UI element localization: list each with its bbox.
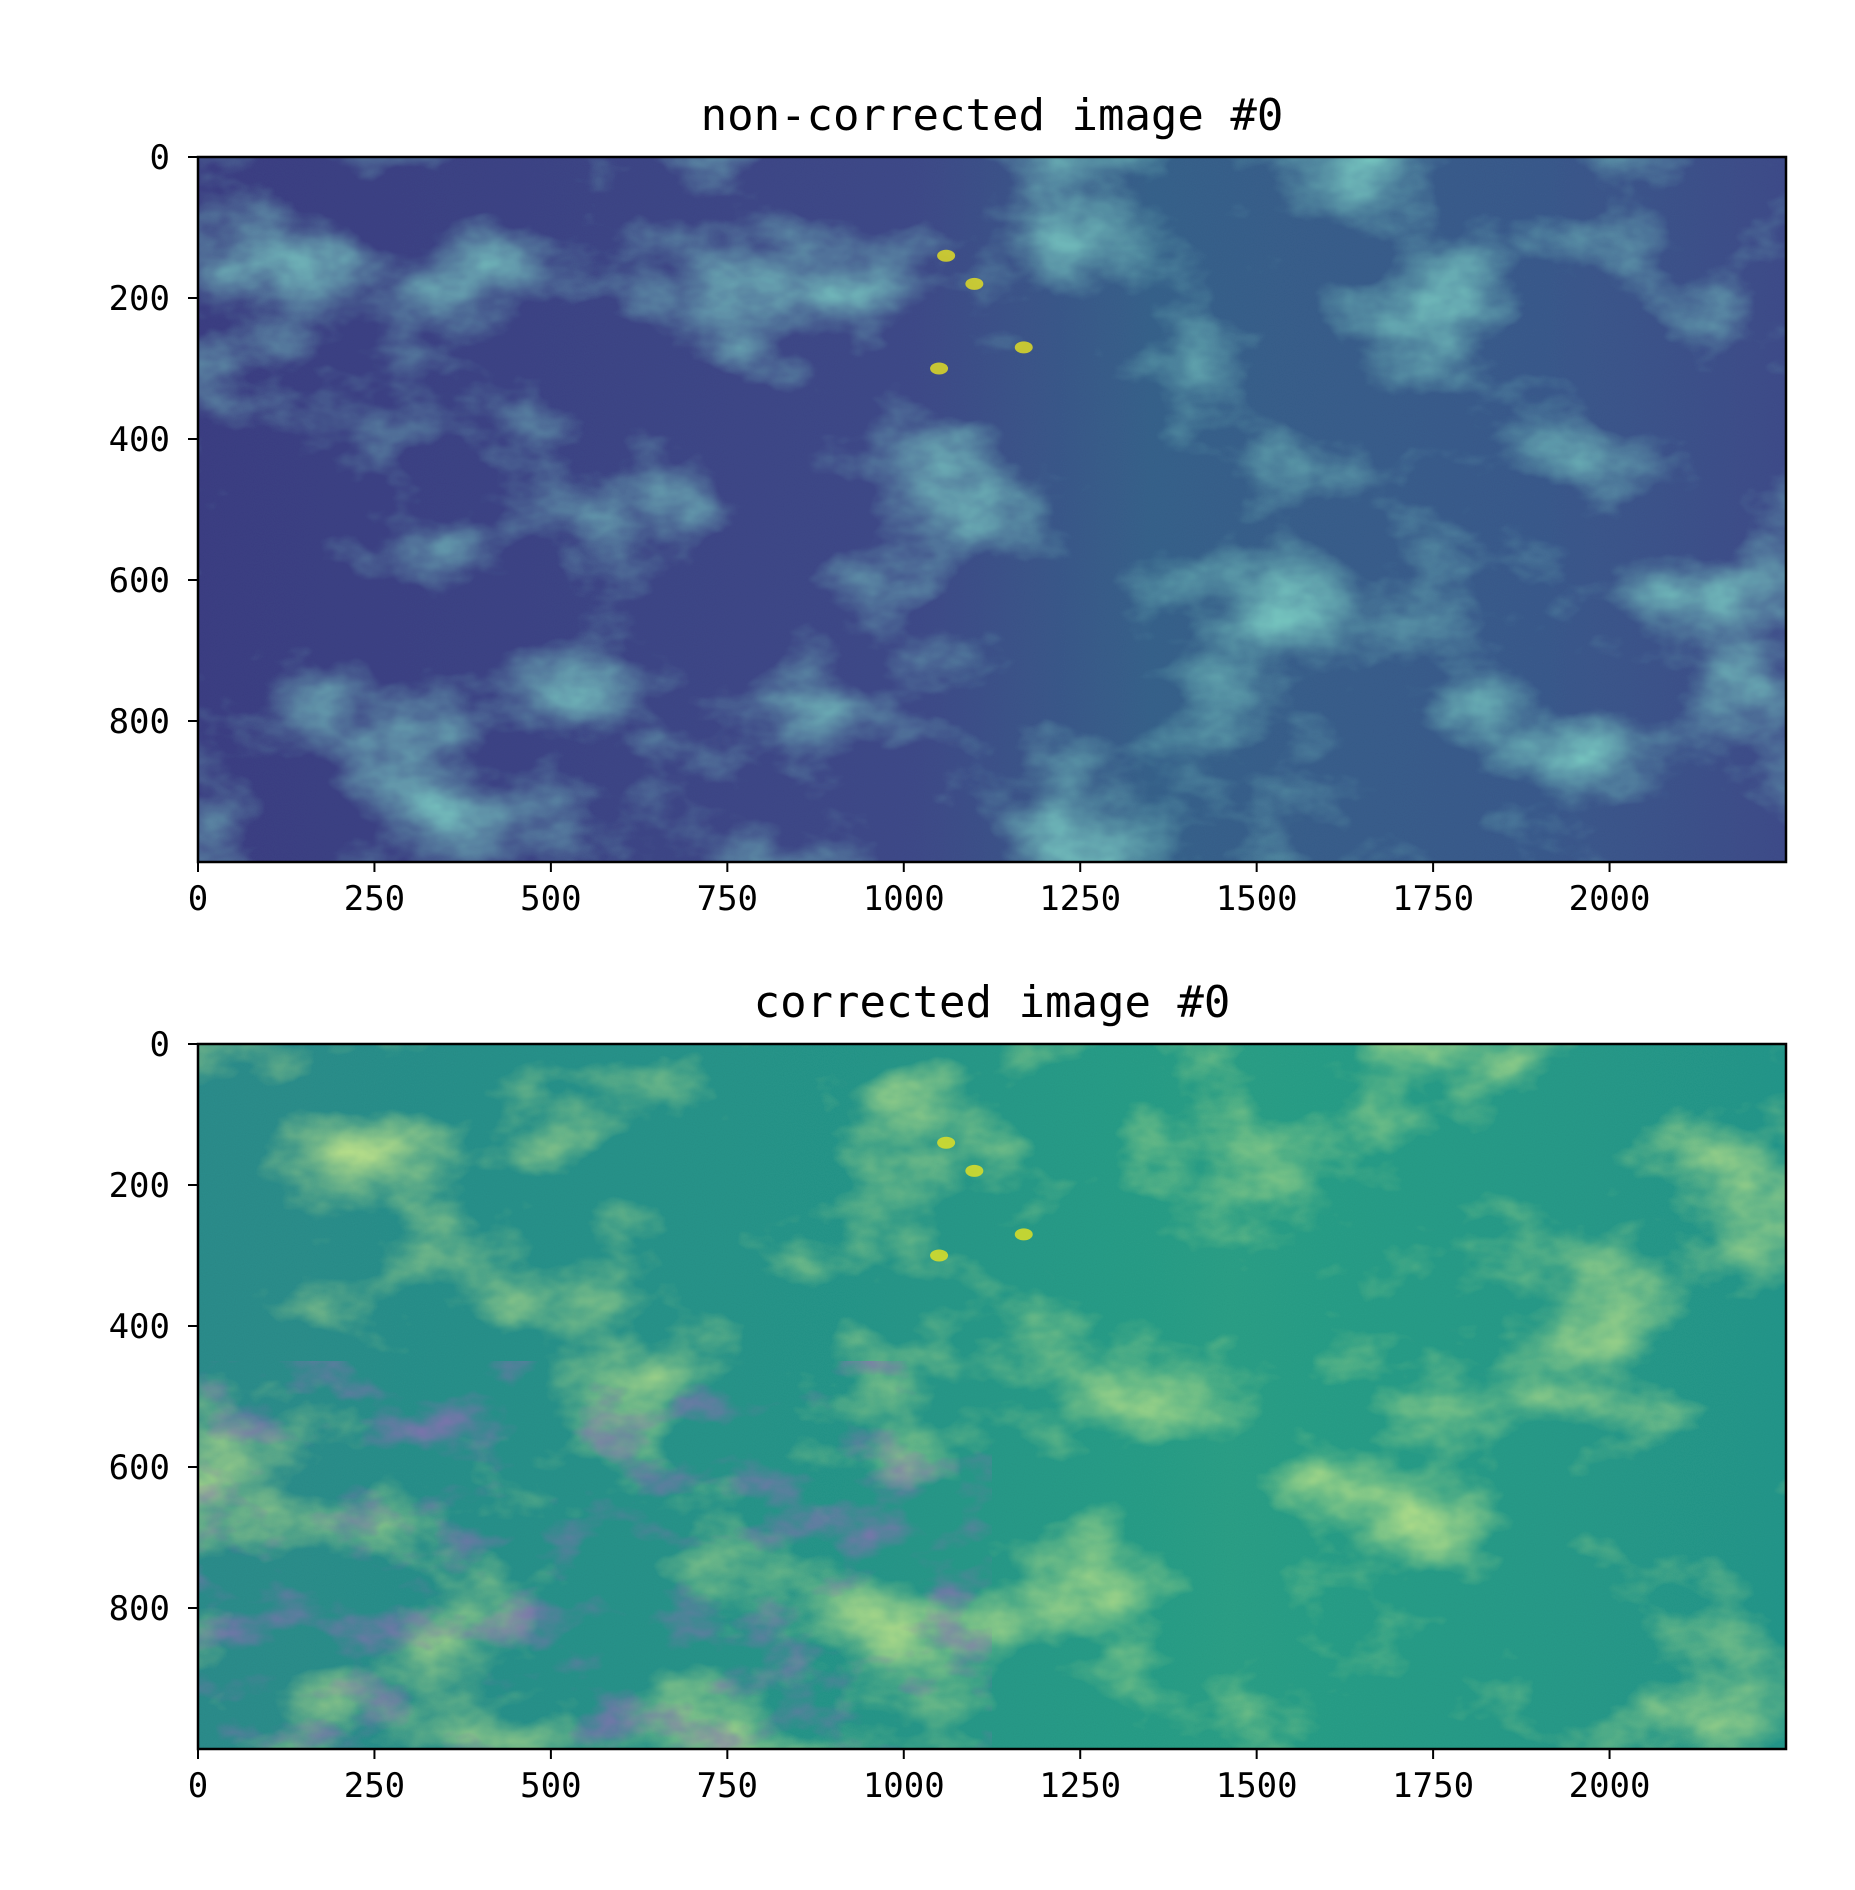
heatmap-dark-regions — [198, 1361, 992, 1749]
heatmap-bright-spot — [930, 362, 949, 375]
x-tick-label: 250 — [344, 879, 405, 919]
heatmap-bright-spot — [930, 1249, 949, 1262]
y-tick-label: 200 — [109, 1166, 170, 1206]
x-tick-label: 1000 — [863, 1766, 945, 1806]
chart-title: corrected image #0 — [754, 977, 1231, 1028]
y-tick-label: 600 — [109, 561, 170, 601]
panel-corrected: corrected image #0 0 250 500 750 1000 1250 1500… — [109, 977, 1788, 1806]
heatmap-bright-spot — [965, 277, 984, 290]
x-tick-label: 1000 — [863, 879, 945, 919]
x-tick-label: 0 — [188, 1766, 208, 1806]
panel-non-corrected: non-corrected image #0 0 250 500 750 1000 1250… — [109, 90, 1788, 919]
y-tick-label: 400 — [109, 420, 170, 460]
x-tick-label: 1750 — [1392, 1766, 1474, 1806]
x-tick-label: 1500 — [1216, 1766, 1298, 1806]
y-tick-label: 800 — [109, 1589, 170, 1629]
y-tick-label: 600 — [109, 1448, 170, 1488]
x-tick-label: 2000 — [1569, 879, 1651, 919]
y-tick-label: 800 — [109, 702, 170, 742]
y-tick-label: 200 — [109, 279, 170, 319]
y-tick-label: 0 — [150, 138, 170, 178]
heatmap-bright-spot — [965, 1164, 984, 1177]
x-tick-label: 1250 — [1039, 1766, 1121, 1806]
x-tick-label: 1750 — [1392, 879, 1474, 919]
chart-title: non-corrected image #0 — [701, 90, 1284, 141]
x-tick-label: 1500 — [1216, 879, 1298, 919]
x-tick-label: 2000 — [1569, 1766, 1651, 1806]
heatmap-bright-spot — [937, 249, 956, 262]
x-tick-label: 250 — [344, 1766, 405, 1806]
x-tick-label: 0 — [188, 879, 208, 919]
heatmap-bright-spot — [1014, 1228, 1033, 1241]
heatmap-bright-spot — [1014, 341, 1033, 354]
x-tick-label: 750 — [697, 879, 758, 919]
y-tick-label: 0 — [150, 1025, 170, 1065]
x-tick-label: 500 — [520, 879, 581, 919]
heatmap-structures — [198, 157, 1786, 862]
axes-frame — [196, 155, 1788, 864]
heatmap-image — [198, 157, 1786, 862]
axes-frame — [196, 1042, 1788, 1751]
x-tick-label: 1250 — [1039, 879, 1121, 919]
x-tick-label: 750 — [697, 1766, 758, 1806]
heatmap-bright-spot — [937, 1136, 956, 1149]
y-tick-label: 400 — [109, 1307, 170, 1347]
heatmap-image — [198, 1044, 1786, 1749]
x-tick-label: 500 — [520, 1766, 581, 1806]
